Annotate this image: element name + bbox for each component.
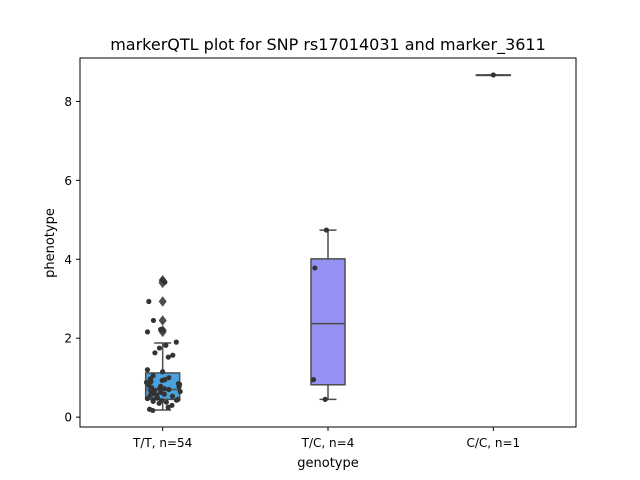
data-point xyxy=(156,400,162,406)
data-point xyxy=(173,397,180,403)
data-point xyxy=(144,395,151,402)
y-tick-label: 6 xyxy=(64,174,72,188)
data-point xyxy=(159,377,165,384)
data-point xyxy=(152,350,158,356)
x-tick-label: C/C, n=1 xyxy=(466,436,520,450)
x-tick-label: T/C, n=4 xyxy=(301,436,355,450)
data-point xyxy=(154,395,160,401)
data-point xyxy=(144,367,151,373)
data-point xyxy=(150,317,157,324)
data-point xyxy=(169,402,175,408)
y-axis-label: phenotype xyxy=(43,208,58,278)
data-point xyxy=(156,345,163,351)
outlier-point xyxy=(158,315,167,326)
data-point xyxy=(177,388,183,395)
data-point xyxy=(173,339,179,345)
y-tick-label: 0 xyxy=(64,411,72,425)
data-point xyxy=(144,329,151,335)
axes: 0 2 4 6 8 T/T, n=54 T/C, n=4 C/C, n=1 xyxy=(64,95,520,450)
data-point xyxy=(169,393,176,399)
y-tick-label: 8 xyxy=(64,95,72,109)
data-point xyxy=(161,386,168,392)
x-axis-label: genotype xyxy=(297,456,358,471)
data-point xyxy=(165,354,171,360)
data-point xyxy=(146,298,152,305)
data-point xyxy=(170,352,176,358)
data-point xyxy=(166,375,172,381)
data-point xyxy=(322,396,328,402)
chart-title: markerQTL plot for SNP rs17014031 and ma… xyxy=(110,35,546,55)
x-tick-label: T/T, n=54 xyxy=(132,436,192,450)
box xyxy=(310,258,346,386)
data-point xyxy=(150,398,156,404)
data-point xyxy=(160,327,166,333)
data-point xyxy=(490,72,496,78)
data-point xyxy=(157,385,163,391)
data-point xyxy=(165,404,171,410)
data-point xyxy=(176,384,182,390)
plot-marks xyxy=(143,72,512,414)
y-tick-label: 4 xyxy=(64,253,72,267)
data-point xyxy=(162,279,168,285)
data-point xyxy=(163,399,169,405)
data-point xyxy=(150,407,156,414)
outlier-point xyxy=(158,296,167,307)
data-point xyxy=(312,265,318,271)
data-point xyxy=(323,227,330,233)
data-point xyxy=(148,379,154,385)
data-point xyxy=(166,386,172,393)
plot-frame xyxy=(79,57,577,428)
box-group xyxy=(310,229,346,401)
y-tick-label: 2 xyxy=(64,332,72,346)
data-point xyxy=(161,391,167,397)
data-point xyxy=(310,377,317,383)
data-point xyxy=(163,342,169,348)
data-point xyxy=(160,369,166,375)
